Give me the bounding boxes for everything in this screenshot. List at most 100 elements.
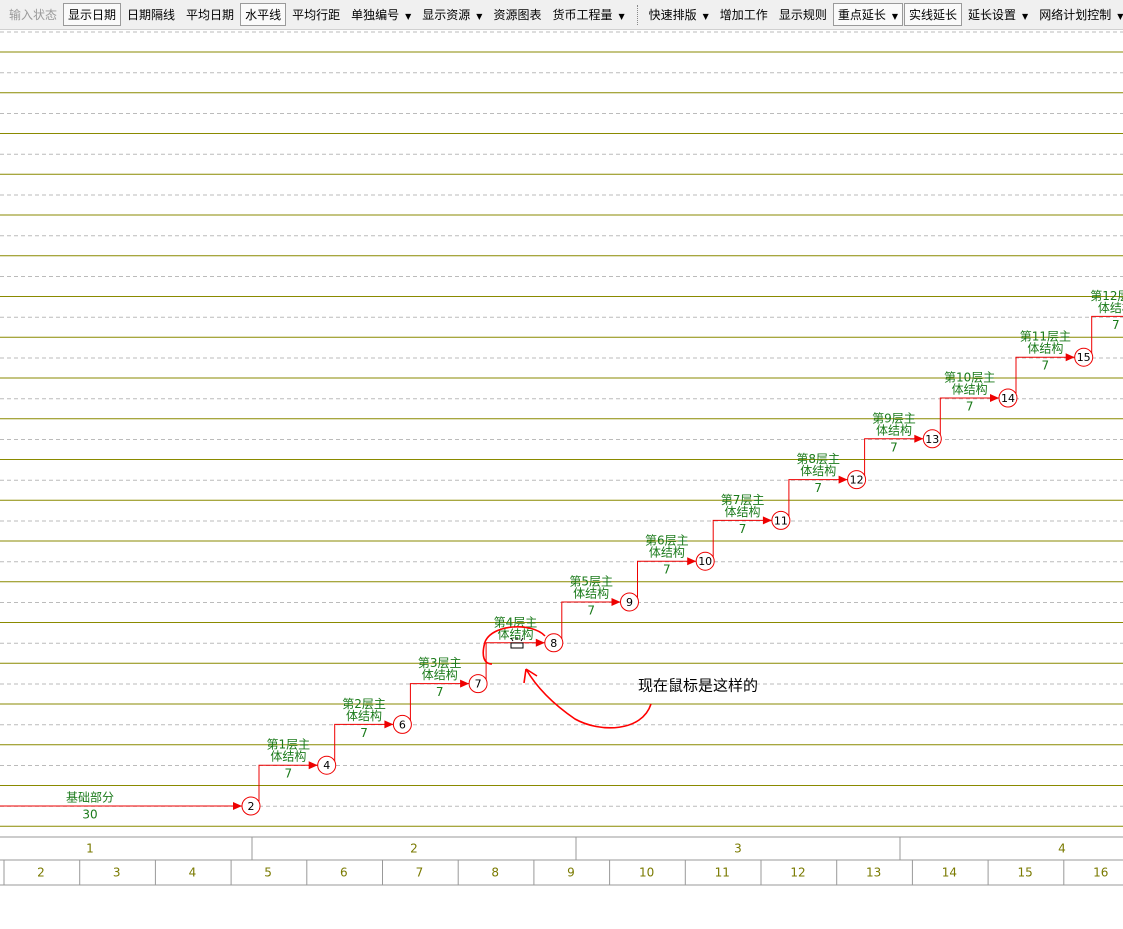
button-label: 水平线 <box>245 8 282 22</box>
toolbar-button[interactable]: 显示日期 <box>63 3 122 26</box>
arrow-head <box>1065 353 1075 362</box>
activity-name: 体结构 <box>270 749 306 764</box>
activity-name: 体结构 <box>649 545 685 560</box>
toolbar-button[interactable]: 平均日期 <box>181 3 239 26</box>
toolbar-button[interactable]: 显示资源 ▼ <box>417 3 487 26</box>
activity-name: 第10层主 <box>944 371 995 385</box>
button-label: 延长设置 <box>968 8 1017 22</box>
activity-duration: 7 <box>587 604 595 618</box>
node <box>468 674 488 694</box>
toolbar-button[interactable]: 货币工程量 ▼ <box>547 3 629 26</box>
separator <box>636 4 638 25</box>
scale-bottom-label: 11 <box>715 866 730 880</box>
row-lines <box>0 31 1123 827</box>
network: 基础部分30第1层主体结构7第2层主体结构7第3层主体结构7第4层主体结构第5层… <box>0 289 1123 822</box>
timescale: 1 2 3 42 3 4 5 6 7 8 9 10 11 12 13 14 15 16 <box>0 836 1123 886</box>
toolbar-button[interactable]: 延长设置 ▼ <box>963 3 1033 26</box>
arrow-head <box>308 761 318 770</box>
activity-name: 第1层主 <box>267 738 311 752</box>
hand-arrow <box>523 668 652 729</box>
node <box>695 551 715 571</box>
node <box>620 592 639 612</box>
arrow-head <box>535 638 545 647</box>
activity-arrow <box>712 519 772 562</box>
arrow-head <box>460 679 470 688</box>
node <box>317 755 337 775</box>
activity-name: 第11层主 <box>1020 330 1071 344</box>
node-number: 4 <box>323 759 330 772</box>
scale-bottom-label: 4 <box>189 866 197 880</box>
activity-name: 体结构 <box>725 504 761 519</box>
node <box>241 796 261 816</box>
toolbar-button[interactable]: 显示规则 <box>774 3 832 26</box>
toolbar-button[interactable]: 日期隔线 <box>122 3 180 26</box>
activity-arrow <box>788 479 848 521</box>
activity-name: 体结构 <box>497 626 533 641</box>
toolbar-button[interactable]: 水平线 <box>240 3 287 26</box>
node <box>771 510 791 530</box>
activity-duration: 7 <box>966 400 974 414</box>
activity-duration: 7 <box>360 726 368 740</box>
arrow-head <box>611 598 621 606</box>
cursor-rays <box>510 637 524 642</box>
activity-name: 第7层主 <box>721 493 765 507</box>
toolbar-button[interactable]: 平均行距 <box>287 3 345 26</box>
toolbar-button[interactable]: 网络计划控制 ▼ <box>1034 3 1123 26</box>
scale-bottom-label: 14 <box>942 866 957 880</box>
scale-top-label: 4 <box>1058 842 1066 856</box>
toolbar-button[interactable]: 资源图表 <box>488 3 546 26</box>
button-label: 日期隔线 <box>127 8 176 22</box>
arrow-head <box>914 434 924 443</box>
toolbar-button[interactable]: 增加工作 <box>715 3 773 26</box>
activity-name: 体结构 <box>800 463 836 478</box>
activity-name: 第4层主 <box>494 615 538 629</box>
activity-duration: 7 <box>814 481 822 495</box>
scale-bottom-label: 13 <box>866 866 881 880</box>
activity-arrow <box>864 438 924 480</box>
activity-name: 体结构 <box>422 667 458 682</box>
activity-arrow <box>637 560 697 602</box>
toolbar-button[interactable]: 快速排版 ▼ <box>644 3 714 26</box>
node-number: 2 <box>248 800 255 813</box>
activity-name: 第12层主 <box>1090 289 1123 303</box>
toolbar-button: 输入状态 <box>4 3 62 26</box>
annotation: 现在鼠标是这样的 <box>638 677 758 695</box>
toolbar-button[interactable]: 单独编号 ▼ <box>346 3 416 26</box>
activity-duration: 7 <box>1042 359 1050 373</box>
activity-name: 第8层主 <box>796 452 840 466</box>
node <box>998 388 1018 408</box>
arrow-head <box>384 720 394 729</box>
activity-name: 体结构 <box>346 708 382 723</box>
scale-bottom-label: 5 <box>264 866 272 880</box>
activity-name: 体结构 <box>952 382 988 397</box>
button-label: 平均日期 <box>186 8 235 22</box>
node <box>544 633 564 653</box>
scale-top-label: 3 <box>734 842 742 856</box>
activity-arrow <box>939 397 999 439</box>
toolbar-button[interactable]: 重点延长 ▼ <box>832 3 903 26</box>
activity-name: 第5层主 <box>569 575 613 589</box>
node-number: 7 <box>475 678 482 691</box>
scale-bottom-label: 12 <box>790 866 805 880</box>
network-canvas: 1 2 3 42 3 4 5 6 7 8 9 10 11 12 13 14 15 16 基础部分30第1层主体结构… <box>0 31 1123 886</box>
button-label: 实线延长 <box>909 8 958 22</box>
activity-name: 第9层主 <box>872 411 916 425</box>
node-number: 8 <box>550 637 557 650</box>
activity-name: 第2层主 <box>342 697 386 711</box>
arrow-head <box>838 475 848 484</box>
toolbar-button[interactable]: 实线延长 <box>904 3 963 26</box>
dropdown-arrow: ▼ <box>476 12 483 21</box>
button-label: 快速排版 <box>648 8 697 22</box>
activity-name: 体结构 <box>1027 341 1063 356</box>
button-label: 增加工作 <box>719 8 768 22</box>
timescale-bg <box>0 837 1123 885</box>
scale-bottom-label: 8 <box>491 866 499 880</box>
activity-arrow <box>409 683 470 725</box>
scale-bottom-label: 6 <box>340 866 348 880</box>
activity-duration: 7 <box>1112 318 1120 332</box>
button-label: 资源图表 <box>493 8 542 22</box>
activity-arrow <box>561 601 621 643</box>
dropdown-arrow: ▼ <box>891 12 898 21</box>
activity-duration: 7 <box>663 563 671 577</box>
